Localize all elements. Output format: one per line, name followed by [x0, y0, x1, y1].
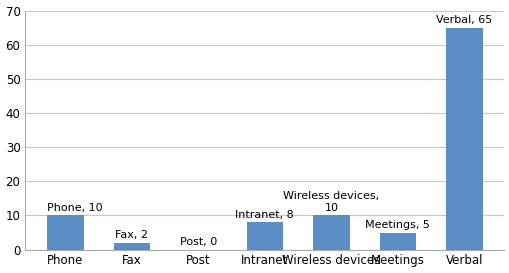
Text: Post, 0: Post, 0 — [179, 237, 216, 247]
Bar — [246, 222, 282, 250]
Bar — [47, 215, 83, 250]
Bar — [445, 28, 482, 250]
Text: Verbal, 65: Verbal, 65 — [435, 15, 492, 25]
Text: Wireless devices,
10: Wireless devices, 10 — [283, 191, 379, 213]
Text: Fax, 2: Fax, 2 — [115, 230, 148, 240]
Text: Meetings, 5: Meetings, 5 — [365, 220, 430, 230]
Bar — [313, 215, 349, 250]
Bar — [114, 243, 150, 250]
Text: Intranet, 8: Intranet, 8 — [235, 210, 294, 219]
Bar — [379, 233, 415, 250]
Text: Phone, 10: Phone, 10 — [47, 203, 102, 213]
